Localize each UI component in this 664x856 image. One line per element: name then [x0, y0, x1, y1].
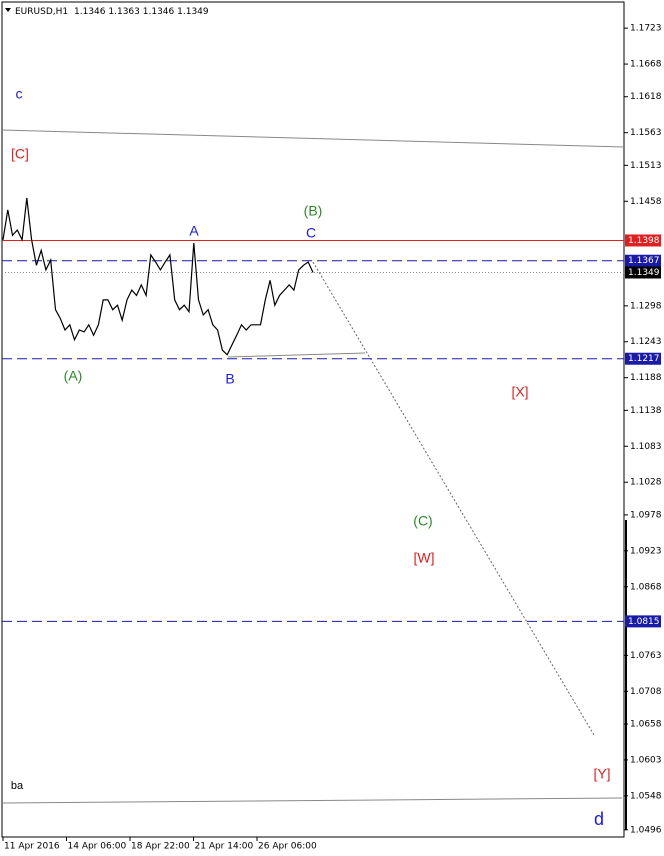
- y-tick-label: 1.1668: [630, 60, 662, 70]
- level-box: [625, 266, 661, 279]
- wave-label: (C): [413, 513, 432, 529]
- low: 1.1346: [143, 7, 175, 17]
- y-tick-label: 1.1618: [630, 92, 662, 102]
- y-tick-label: 1.0868: [630, 582, 662, 592]
- y-tick-label: 1.0658: [630, 719, 662, 729]
- wave-label: (A): [64, 368, 83, 384]
- y-tick-label: 1.1513: [630, 161, 662, 171]
- y-tick-label: 1.1138: [630, 406, 662, 416]
- wave-label: A: [189, 223, 199, 239]
- y-tick-label: 1.0923: [630, 546, 662, 556]
- x-tick-label: 26 Apr 06:00: [258, 842, 317, 852]
- y-tick-label: 1.0603: [630, 755, 662, 765]
- wave-label: [C]: [11, 146, 29, 162]
- level-label: 1.0815: [628, 617, 660, 627]
- price-line: [2, 197, 314, 356]
- y-tick-label: 1.0496: [630, 825, 662, 835]
- wave-label: ba: [11, 780, 24, 792]
- y-tick-label: 1.0548: [630, 791, 662, 801]
- x-tick-label: 11 Apr 2016: [4, 842, 60, 852]
- wave-label: [Y]: [593, 766, 610, 782]
- y-tick-label: 1.1028: [630, 478, 662, 488]
- wave-label: C: [306, 225, 316, 241]
- trend-line[interactable]: [2, 797, 623, 804]
- wave-label: c: [16, 86, 23, 102]
- close: 1.1349: [177, 7, 209, 17]
- wave-label: (B): [304, 203, 323, 219]
- y-tick-label: 1.1243: [630, 337, 662, 347]
- levels: 1.1398 1.1367 1.1349 1.1217 1.0815: [2, 234, 661, 628]
- y-tick-label: 1.1083: [630, 442, 662, 452]
- wave-label: d: [594, 809, 604, 829]
- y-tick-label: 1.1298: [630, 301, 662, 311]
- wave-label: [W]: [414, 550, 435, 566]
- plot-frame: [1, 1, 625, 838]
- level-label: 1.1349: [628, 268, 660, 278]
- header: EURUSD,H1 1.1346 1.1363 1.1346 1.1349: [15, 7, 209, 17]
- level-box: [625, 234, 661, 247]
- y-tick-label: 1.0708: [630, 687, 662, 697]
- level-box: [625, 615, 661, 628]
- y-tick-label: 1.1458: [630, 197, 662, 207]
- symbol: EURUSD,H1: [15, 7, 68, 17]
- wave-label: [X]: [511, 384, 528, 400]
- x-tick-label: 14 Apr 06:00: [68, 842, 127, 852]
- level-box: [625, 254, 661, 267]
- wave-label: B: [225, 371, 234, 387]
- level-label: 1.1217: [628, 354, 660, 364]
- trend-line[interactable]: [227, 352, 366, 358]
- level-box: [625, 352, 661, 365]
- level-label: 1.1398: [628, 236, 660, 246]
- menu-arrow[interactable]: [5, 8, 11, 12]
- level-label: 1.1367: [628, 256, 660, 266]
- y-tick-label: 1.1563: [630, 128, 662, 138]
- annotations: c [C] (B) A C (A) B [X] (C) [W] [Y] ba d: [11, 86, 611, 829]
- y-tick-label: 1.1188: [630, 373, 662, 383]
- y-tick-label: 1.0763: [630, 651, 662, 661]
- series: [2, 197, 314, 356]
- trend-line[interactable]: [1, 129, 625, 148]
- x-tick-label: 18 Apr 22:00: [131, 842, 190, 852]
- x-tick-label: 21 Apr 14:00: [195, 842, 254, 852]
- y-tick-label: 1.0978: [630, 510, 662, 520]
- y-tick-label: 1.1723: [630, 24, 662, 34]
- open: 1.1346: [74, 7, 106, 17]
- high: 1.1363: [108, 7, 140, 17]
- drawings: [1, 129, 627, 830]
